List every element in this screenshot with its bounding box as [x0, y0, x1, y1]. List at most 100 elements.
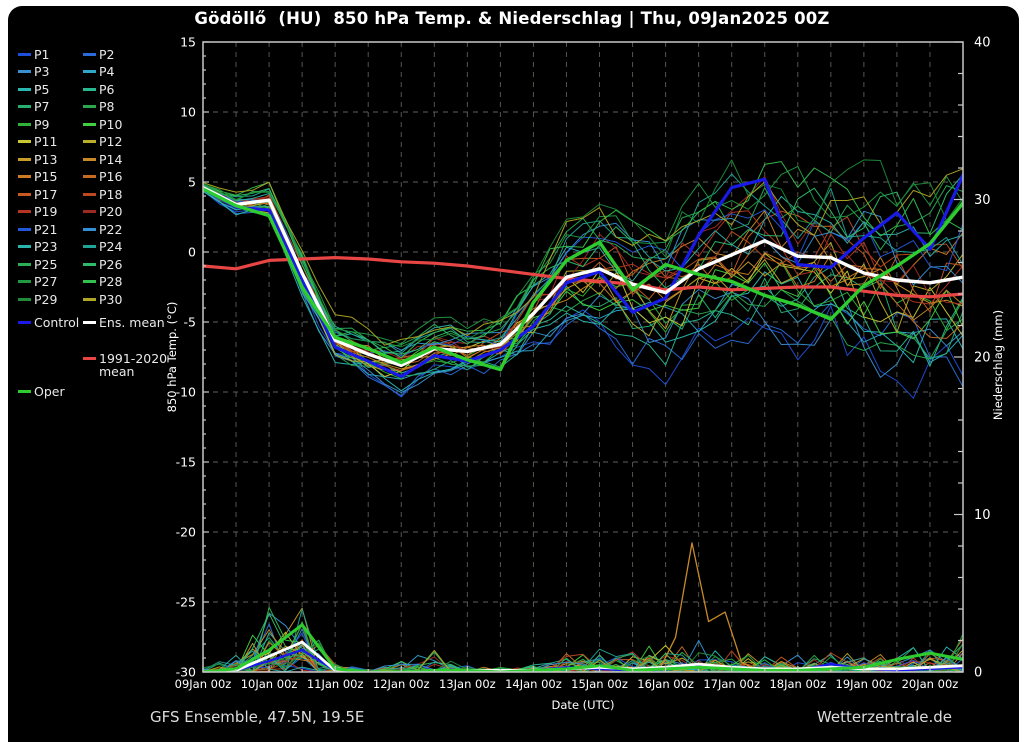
legend-item-P20: P20 — [83, 205, 122, 219]
legend-label-P8: P8 — [99, 99, 115, 114]
axis-tick-label: 10 — [974, 508, 991, 523]
legend-label-P25: P25 — [34, 256, 58, 272]
legend-item-P5: P5 — [18, 82, 50, 96]
axis-tick-label: 30 — [974, 193, 991, 208]
legend-swatch-P8 — [83, 105, 96, 108]
legend-item-P29: P29 — [18, 292, 57, 306]
legend-label-climate-mean-2: mean — [99, 363, 135, 379]
y-left-axis-title: 850 hPa Temp. (°C) — [165, 302, 179, 413]
legend-swatch-P13 — [18, 157, 31, 161]
legend-label-P21: P21 — [34, 221, 58, 237]
axis-tick-label: -15 — [176, 455, 196, 470]
axis-tick-label: 15Jan 00z — [571, 677, 628, 691]
legend-label-P26: P26 — [99, 256, 123, 272]
member-precip-P18 — [203, 649, 963, 672]
axis-tick-label: -25 — [176, 595, 196, 610]
legend-swatch-climate-mean — [83, 356, 96, 360]
legend-item-P16: P16 — [83, 170, 122, 184]
legend-swatch-P26 — [83, 262, 96, 266]
legend-item-P13: P13 — [18, 152, 57, 166]
member-temp-P12 — [203, 188, 963, 363]
legend-swatch-P3 — [18, 70, 31, 73]
legend-swatch-control — [18, 320, 31, 324]
axis-tick-label: 0 — [974, 666, 982, 681]
legend-swatch-P7 — [18, 105, 31, 108]
legend-item-P27: P27 — [18, 275, 57, 289]
legend-item-P4: P4 — [83, 65, 115, 79]
axis-tick-label: 17Jan 00z — [703, 677, 760, 691]
axis-tick-label: 18Jan 00z — [769, 677, 826, 691]
legend-label-P5: P5 — [34, 81, 50, 97]
gridlines — [203, 42, 963, 672]
legend-swatch-P1 — [18, 52, 31, 56]
legend-label-P7: P7 — [34, 99, 50, 114]
member-temp-P5 — [203, 190, 963, 392]
legend-item-P30: P30 — [83, 292, 122, 306]
axis-tick-label: 09Jan 00z — [175, 677, 232, 691]
axis-tick-label: 40 — [974, 36, 991, 51]
legend-swatch-P28 — [83, 280, 96, 283]
legend-item-P24: P24 — [83, 240, 122, 254]
axis-tick-label: 15 — [180, 35, 196, 50]
legend-swatch-oper — [18, 389, 31, 393]
legend-swatch-P12 — [83, 140, 96, 143]
legend-swatch-P6 — [83, 87, 96, 91]
legend-label-P9: P9 — [34, 116, 50, 132]
legend-item-P11: P11 — [18, 135, 57, 149]
legend-swatch-P2 — [83, 52, 96, 56]
legend-item-P6: P6 — [83, 82, 115, 96]
legend-item-P1: P1 — [18, 47, 50, 61]
legend-swatch-P10 — [83, 122, 96, 126]
legend-item-P23: P23 — [18, 240, 57, 254]
legend-label-P15: P15 — [34, 169, 58, 184]
axis-tick-label: 11Jan 00z — [307, 677, 364, 691]
axis-tick-label: 20 — [974, 351, 991, 366]
legend-item-oper: Oper — [18, 384, 65, 398]
axis-tick-label: -10 — [176, 385, 196, 400]
legend-label-P30: P30 — [99, 291, 123, 307]
legend-label-P10: P10 — [99, 116, 123, 132]
legend-label-P27: P27 — [34, 274, 58, 289]
axis-tick-label: 10Jan 00z — [241, 677, 298, 691]
legend-label-climate-mean-line2: mean — [99, 364, 134, 378]
legend-item-ens-mean: Ens. mean — [83, 315, 165, 329]
chart-canvas — [8, 6, 1019, 742]
legend-label-P2: P2 — [99, 46, 115, 62]
legend-swatch-P16 — [83, 175, 96, 178]
legend-item-P22: P22 — [83, 222, 122, 236]
legend-label-P6: P6 — [99, 81, 115, 97]
legend-item-P14: P14 — [83, 152, 122, 166]
legend-swatch-P27 — [18, 280, 31, 283]
legend-swatch-P15 — [18, 175, 31, 178]
member-temp-P29 — [203, 159, 963, 348]
plot-border — [202, 41, 964, 673]
axis-tick-label: 10 — [180, 105, 196, 120]
legend-label-P1: P1 — [34, 46, 50, 62]
legend-label-P23: P23 — [34, 239, 58, 254]
axis-tick-label: 16Jan 00z — [637, 677, 694, 691]
legend-swatch-P14 — [83, 157, 96, 161]
axis-ticks — [202, 41, 964, 673]
legend-swatch-P25 — [18, 262, 31, 266]
legend-label-control: Control — [34, 314, 80, 330]
legend-item-P9: P9 — [18, 117, 50, 131]
legend-swatch-P17 — [18, 192, 31, 196]
legend-label-P3: P3 — [34, 64, 50, 79]
legend-label-P29: P29 — [34, 291, 58, 307]
legend-item-P12: P12 — [83, 135, 122, 149]
axis-tick-label: 13Jan 00z — [439, 677, 496, 691]
series-oper-precip-line — [203, 623, 963, 672]
legend-item-P8: P8 — [83, 100, 115, 114]
legend-item-P2: P2 — [83, 47, 115, 61]
key-series — [203, 173, 963, 672]
legend-item-P17: P17 — [18, 187, 57, 201]
legend-swatch-P19 — [18, 210, 31, 213]
legend-label-P20: P20 — [99, 204, 123, 219]
legend-item-P25: P25 — [18, 257, 57, 271]
legend-label-climate-mean: 1991-2020 — [99, 350, 168, 366]
legend-label-P18: P18 — [99, 186, 123, 202]
legend-swatch-P22 — [83, 227, 96, 231]
series-oper-line — [203, 187, 963, 372]
legend-item-climate-mean: 1991-2020 — [83, 351, 167, 365]
legend-label-P17: P17 — [34, 186, 58, 202]
